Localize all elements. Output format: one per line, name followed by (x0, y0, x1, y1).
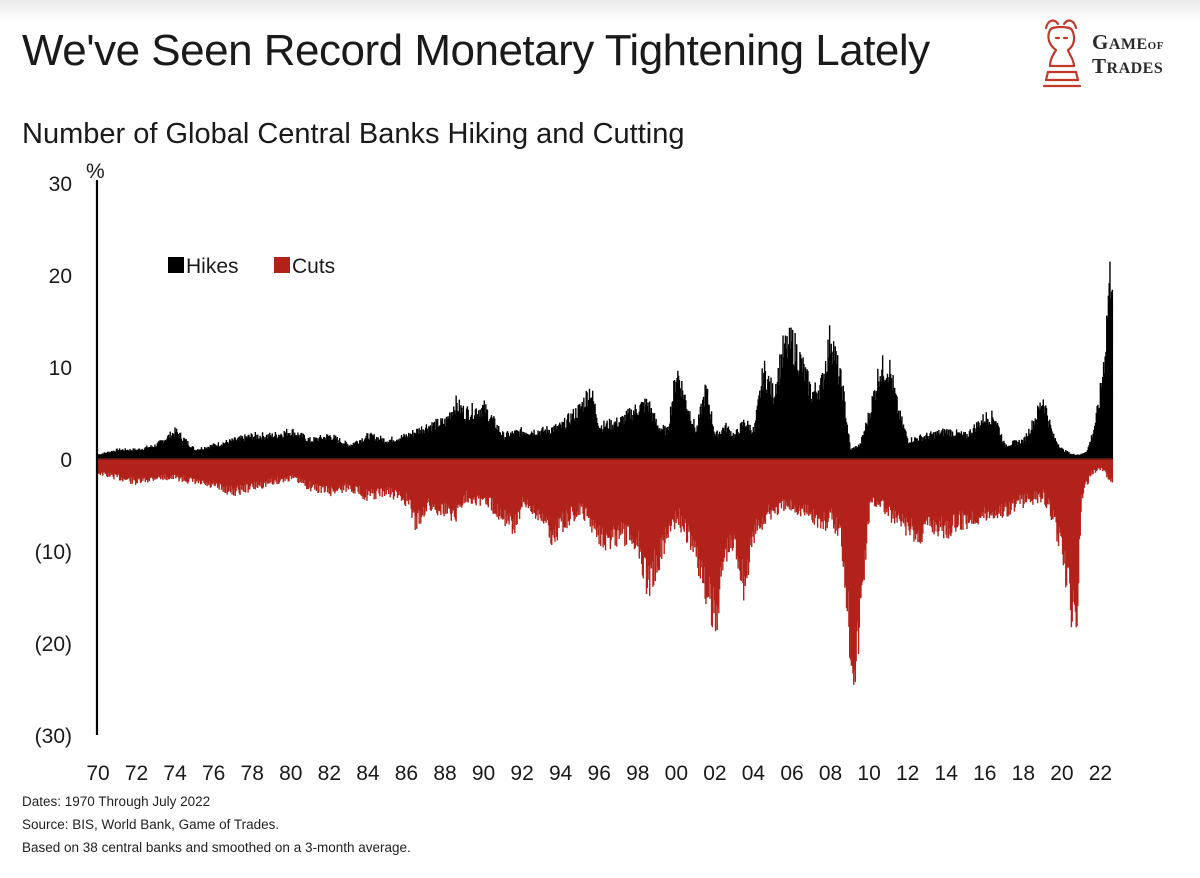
x-tick-label: 08 (819, 762, 842, 785)
x-tick-label: 86 (395, 762, 418, 785)
hikes-legend-label: Hikes (186, 255, 239, 278)
axes-layer: 30 20 10 0 (10) (20) (30)% 70 72 74 76 78 80 82 84 86 88… (35, 160, 1112, 785)
cuts-legend-label: Cuts (292, 255, 335, 278)
x-tick-label: 94 (549, 762, 573, 785)
x-tick-label: 06 (780, 762, 803, 785)
x-tick-label: 92 (510, 762, 533, 785)
cuts-legend-swatch (274, 257, 290, 273)
bull-chess-knight-icon (1042, 19, 1082, 88)
x-tick-label: 02 (703, 762, 726, 785)
top-shadow-band (0, 0, 1200, 22)
x-tick-label: 90 (472, 762, 495, 785)
y-tick-label: 0 (60, 449, 72, 472)
note-source: Source: BIS, World Bank, Game of Trades. (22, 817, 280, 832)
x-tick-label: 74 (163, 762, 187, 785)
x-tick-label: 76 (202, 762, 225, 785)
x-tick-label: 20 (1050, 762, 1073, 785)
legend: Hikes Cuts (168, 255, 335, 278)
hikes-legend-swatch (168, 257, 184, 273)
game-of-trades-logo: GAMEOF TRADES (1036, 14, 1186, 94)
y-tick-label: 20 (49, 265, 72, 288)
x-tick-label: 16 (973, 762, 996, 785)
x-tick-label: 98 (626, 762, 649, 785)
x-tick-label: 70 (86, 762, 109, 785)
cuts-series-bars (98, 459, 1114, 685)
x-tick-label: 84 (356, 762, 380, 785)
cuts-series-layer (98, 459, 1114, 685)
y-tick-label: (10) (35, 541, 72, 564)
note-method: Based on 38 central banks and smoothed o… (22, 840, 411, 855)
x-tick-label: 04 (742, 762, 766, 785)
x-tick-label: 82 (318, 762, 341, 785)
y-tick-label: (20) (35, 633, 72, 656)
chart-notes: Dates: 1970 Through July 2022 Source: BI… (22, 790, 411, 859)
x-tick-label: 88 (433, 762, 456, 785)
logo-text-line1: GAMEOF (1092, 30, 1164, 54)
x-tick-label: 22 (1089, 762, 1112, 785)
x-tick-label: 72 (125, 762, 148, 785)
x-tick-label: 10 (857, 762, 880, 785)
y-tick-label: 10 (49, 357, 72, 380)
x-tick-label: 00 (665, 762, 688, 785)
y-axis-unit-label: % (86, 160, 105, 183)
x-tick-label: 96 (588, 762, 611, 785)
x-tick-label: 80 (279, 762, 302, 785)
x-tick-label: 12 (896, 762, 919, 785)
x-tick-label: 18 (1012, 762, 1035, 785)
x-tick-label: 78 (241, 762, 264, 785)
page-title: We've Seen Record Monetary Tightening La… (22, 26, 930, 75)
hikes-series-bars (98, 261, 1114, 459)
y-tick-label: (30) (35, 725, 72, 748)
note-dates: Dates: 1970 Through July 2022 (22, 794, 211, 809)
logo-text-line2: TRADES (1092, 54, 1164, 78)
chart-subtitle: Number of Global Central Banks Hiking an… (22, 118, 685, 150)
hikes-series-layer (98, 261, 1114, 459)
y-tick-label: 30 (49, 173, 72, 196)
x-tick-label: 14 (935, 762, 959, 785)
